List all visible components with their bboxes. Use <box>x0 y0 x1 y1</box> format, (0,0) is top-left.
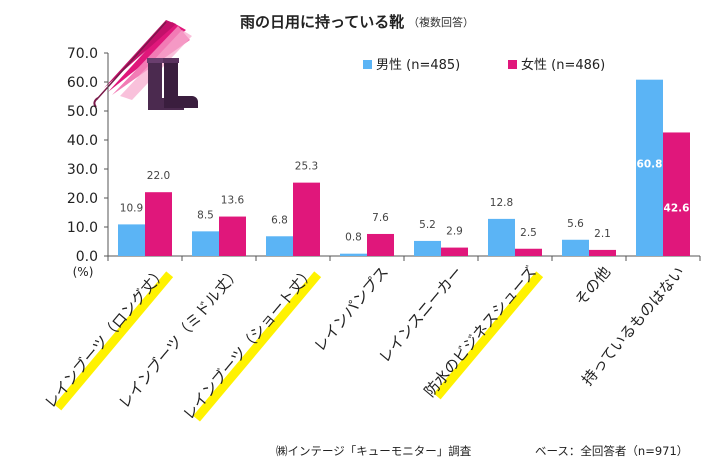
category-label-group-0: レインブーツ（ロング丈） <box>41 263 174 412</box>
axes: 0.0 10.0 20.0 30.0 40.0 50.0 60.0 70.0 <box>67 46 701 265</box>
value-label-female-1: 13.6 <box>221 195 245 207</box>
y-tick-label: 20.0 <box>67 191 98 207</box>
bar-female-3 <box>367 233 394 256</box>
legend: 男性 (n=485) 女性 (n=486) <box>363 57 605 73</box>
bar-male-4 <box>414 240 441 256</box>
y-tick-label: 30.0 <box>67 162 98 178</box>
bar-female-1 <box>219 216 246 256</box>
category-label-group-3: レインパンプス <box>311 263 392 355</box>
chart-title: 雨の日用に持っている靴 <box>240 13 404 31</box>
category-label-6: その他 <box>571 263 614 309</box>
legend-swatch-female <box>508 60 517 69</box>
bar-male-1 <box>192 231 219 256</box>
bar-male-5 <box>488 218 515 256</box>
bar-male-2 <box>266 236 293 256</box>
bar-male-7 <box>636 79 663 257</box>
y-tick-label: 10.0 <box>67 220 98 236</box>
category-highlight-2 <box>193 271 322 422</box>
bar-female-4 <box>441 247 468 256</box>
legend-label-female: 女性 (n=486) <box>521 57 605 73</box>
value-label-male-3: 0.8 <box>345 232 362 244</box>
legend-label-male: 男性 (n=485) <box>376 58 460 73</box>
base-note: ベース：全回答者（n=971） <box>535 444 688 458</box>
value-label-female-4: 2.9 <box>446 226 463 238</box>
value-label-male-7: 60.8 <box>637 159 663 171</box>
category-label-2: レインブーツ（ショート丈） <box>179 263 318 423</box>
category-labels: レインブーツ（ロング丈）レインブーツ（ミドル丈）レインブーツ（ショート丈）レイン… <box>41 263 688 423</box>
y-tick-label: 0.0 <box>76 249 98 265</box>
value-label-female-3: 7.6 <box>372 212 389 224</box>
category-highlight-5 <box>433 271 544 400</box>
value-labels: 10.9 22.0 8.5 13.6 6.8 25.3 0.8 7.6 5.2 2.9 12.8 2.… <box>120 159 690 244</box>
y-tick-label: 40.0 <box>67 133 98 149</box>
source-note: ㈱インテージ「キューモニター」調査 <box>276 444 472 458</box>
value-label-female-2: 25.3 <box>295 161 318 173</box>
bar-female-5 <box>515 248 542 256</box>
category-highlight-0 <box>54 271 174 411</box>
legend-swatch-male <box>363 60 372 69</box>
bar-female-6 <box>589 249 616 256</box>
category-label-group-2: レインブーツ（ショート丈） <box>179 263 322 423</box>
y-tick-label: 50.0 <box>67 104 98 120</box>
bar-male-3 <box>340 253 367 256</box>
category-label-group-6: その他 <box>571 263 614 309</box>
value-label-female-5: 2.5 <box>520 227 537 239</box>
value-label-male-6: 5.6 <box>567 218 584 230</box>
bar-female-2 <box>293 182 320 256</box>
chart-subtitle: （複数回答） <box>408 15 474 29</box>
rain-boots-icon <box>147 58 198 110</box>
category-label-0: レインブーツ（ロング丈） <box>41 263 170 412</box>
value-label-male-2: 6.8 <box>271 214 288 226</box>
bar-female-0 <box>145 192 172 256</box>
bar-male-6 <box>562 239 589 256</box>
value-label-male-4: 5.2 <box>419 219 436 231</box>
value-label-female-6: 2.1 <box>594 228 611 240</box>
value-label-female-0: 22.0 <box>147 170 170 182</box>
value-label-female-7: 42.6 <box>664 202 690 214</box>
category-label-3: レインパンプス <box>311 263 392 355</box>
y-unit-label: (%) <box>73 265 94 279</box>
value-label-male-1: 8.5 <box>197 209 214 221</box>
y-tick-label: 70.0 <box>67 46 98 62</box>
value-label-male-5: 12.8 <box>490 197 513 209</box>
bars <box>118 79 690 257</box>
y-tick-label: 60.0 <box>67 75 98 91</box>
bar-female-7 <box>663 132 690 256</box>
value-label-male-0: 10.9 <box>120 202 143 214</box>
bar-male-0 <box>118 224 145 256</box>
